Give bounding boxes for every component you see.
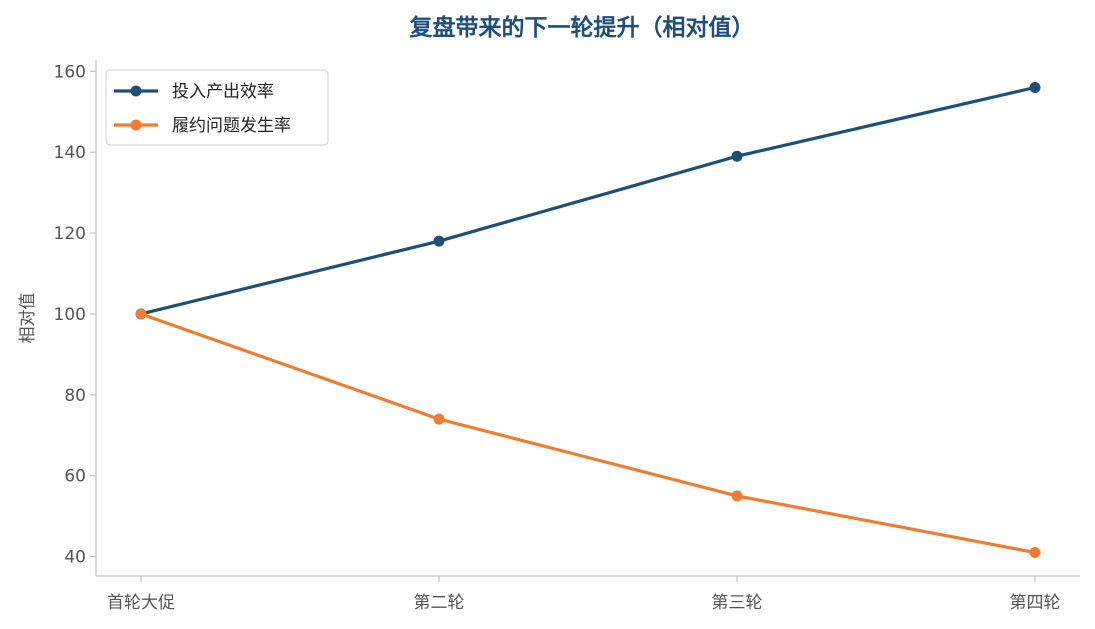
legend-swatch-marker xyxy=(130,85,142,97)
x-tick-label: 第四轮 xyxy=(1010,593,1061,613)
x-tick-label: 第三轮 xyxy=(712,593,763,613)
data-point xyxy=(135,308,147,320)
data-point xyxy=(731,490,743,502)
legend-label: 投入产出效率 xyxy=(172,82,274,102)
y-tick-label: 40 xyxy=(64,548,86,568)
x-tick-label: 第二轮 xyxy=(414,593,465,613)
data-point xyxy=(1029,547,1041,559)
data-point xyxy=(433,413,445,425)
legend-label: 履约问题发生率 xyxy=(172,116,291,136)
x-tick-label: 首轮大促 xyxy=(107,593,175,613)
y-tick-label: 80 xyxy=(64,386,86,406)
y-axis-label: 相对值 xyxy=(18,293,38,344)
series-line xyxy=(139,85,1037,316)
y-tick-label: 160 xyxy=(54,62,86,82)
series-layer xyxy=(135,81,1041,559)
y-tick-label: 120 xyxy=(54,224,86,244)
series-2 xyxy=(135,308,1041,559)
data-point xyxy=(433,235,445,247)
data-point xyxy=(1029,81,1041,93)
x-ticks: 首轮大促 第二轮 第三轮 第四轮 xyxy=(107,576,1061,613)
legend-box xyxy=(105,69,329,146)
series-line xyxy=(139,312,1037,555)
legend-swatch-marker xyxy=(130,119,142,131)
y-tick-label: 140 xyxy=(54,143,86,163)
y-tick-label: 60 xyxy=(64,467,86,487)
data-point xyxy=(731,150,743,162)
y-ticks: 40 60 80 100 120 140 160 xyxy=(54,62,96,568)
chart-title: 复盘带来的下一轮提升（相对值） xyxy=(409,14,755,41)
y-tick-label: 100 xyxy=(54,305,86,325)
